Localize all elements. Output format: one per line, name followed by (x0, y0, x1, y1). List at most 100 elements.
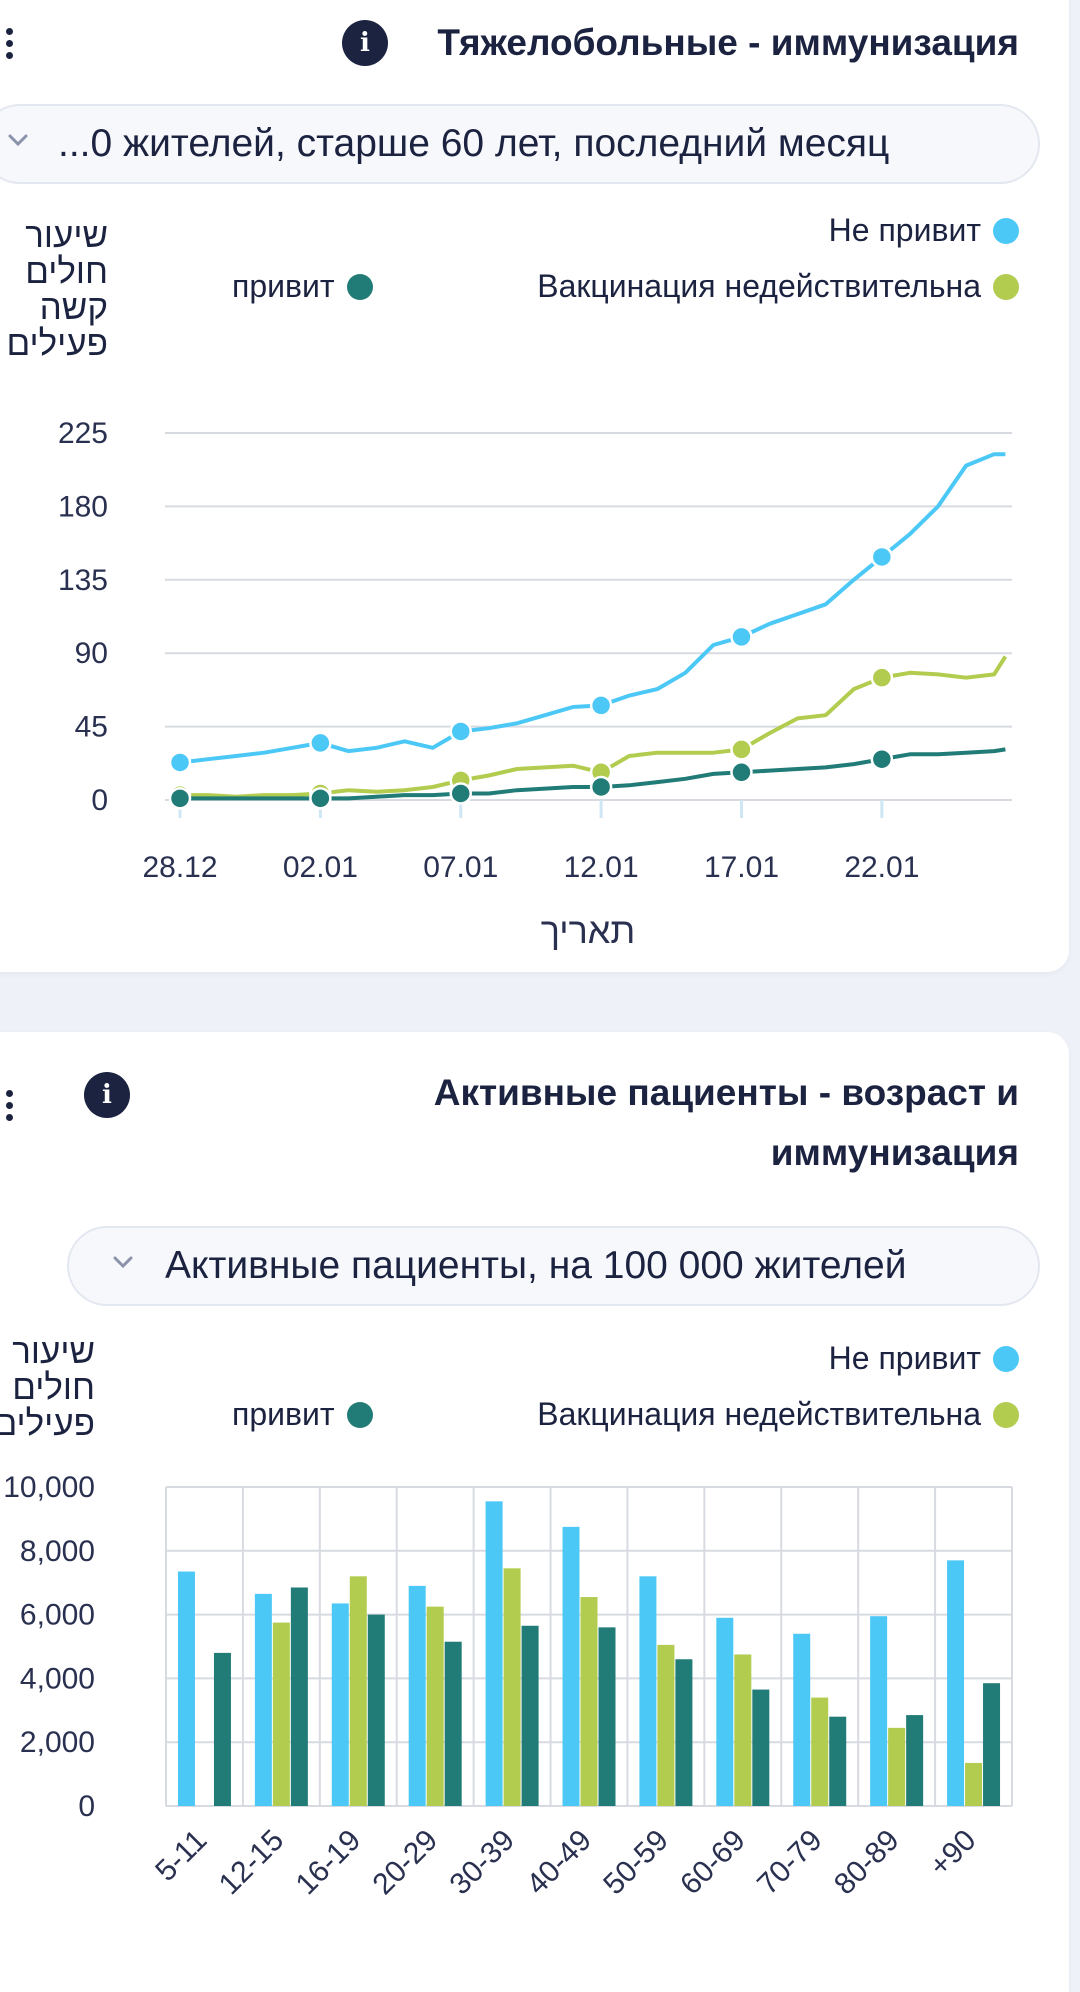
data-point (168, 787, 192, 810)
bar (562, 1526, 580, 1806)
x-tick-label: 50-59 (597, 1824, 675, 1902)
bar (598, 1627, 616, 1806)
bar (734, 1654, 752, 1806)
legend-unvaccinated[interactable]: Не привит (829, 212, 1019, 249)
bar (675, 1659, 693, 1806)
card-title-line2: иммунизация (770, 1132, 1019, 1173)
y-tick-label: 225 (58, 417, 108, 450)
bar (485, 1501, 503, 1806)
legend-label: привит (232, 1396, 335, 1432)
data-point (589, 694, 613, 717)
y-tick-label: 6,000 (20, 1599, 95, 1632)
bar (906, 1715, 924, 1806)
info-icon[interactable]: i (84, 1072, 130, 1118)
legend-expired[interactable]: Вакцинация недействительна (537, 268, 1019, 305)
bar (290, 1587, 308, 1806)
bar (503, 1568, 521, 1806)
legend-dot (993, 273, 1019, 300)
y-tick-label: 90 (75, 637, 108, 670)
x-tick-label: 22.01 (844, 851, 919, 884)
bar (444, 1641, 462, 1806)
data-point (870, 747, 894, 771)
bar (965, 1762, 983, 1806)
chevron-down-icon (113, 1256, 133, 1269)
active-patients-card: i Активные пациенты - возраст и иммуниза… (0, 1032, 1069, 1992)
bar (870, 1616, 888, 1806)
y-axis-label: שיעור חולים פעילים (0, 1332, 95, 1443)
x-tick-label: 60-69 (674, 1824, 752, 1902)
x-tick-label: 12-15 (213, 1824, 291, 1902)
legend-label: Не привит (828, 1340, 981, 1376)
x-tick-label: 07.01 (423, 851, 498, 884)
data-point (730, 761, 753, 784)
bar (254, 1593, 272, 1806)
data-point (168, 751, 192, 774)
bar (177, 1571, 195, 1806)
bar (752, 1689, 770, 1806)
more-options-icon[interactable] (6, 1090, 14, 1121)
filter-dropdown[interactable]: Активные пациенты, на 100 000 жителей (67, 1226, 1040, 1306)
bar (349, 1576, 367, 1806)
bar (331, 1603, 349, 1806)
x-tick-label: 28.12 (142, 851, 217, 884)
legend-dot (993, 1401, 1019, 1428)
filter-dropdown[interactable]: ...0 жителей, старше 60 лет, последний м… (0, 104, 1040, 184)
y-tick-label: 0 (91, 784, 108, 817)
legend-label: привит (232, 268, 335, 304)
bar (272, 1622, 290, 1806)
bar (716, 1617, 734, 1806)
y-tick-label: 10,000 (3, 1471, 95, 1504)
line-chart: 0 45 90 135 180 225 28.12 02.01 07.01 12.01 17.01 2… (58, 417, 1012, 951)
dropdown-value: Активные пациенты, на 100 000 жителей (165, 1244, 907, 1287)
data-point (449, 782, 472, 805)
x-tick-label: 40-49 (520, 1824, 598, 1902)
bar (408, 1585, 426, 1806)
data-point (589, 775, 613, 799)
y-tick-label: 45 (75, 711, 108, 744)
bar (947, 1560, 965, 1806)
bar (521, 1625, 539, 1806)
legend-dot (346, 1401, 373, 1428)
chevron-down-icon (8, 134, 28, 147)
x-tick-label: 02.01 (283, 851, 358, 884)
y-tick-label: 180 (58, 490, 108, 523)
x-axis-label: תאריך (541, 910, 636, 951)
legend-vaccinated[interactable]: привит (232, 1396, 373, 1433)
bar (983, 1683, 1001, 1806)
legend-label: Вакцинация недействительна (537, 268, 981, 304)
data-point (870, 666, 894, 689)
legend-expired[interactable]: Вакцинация недействительна (537, 1396, 1019, 1433)
x-tick-label: +90 (923, 1824, 982, 1883)
bar-chart: 0 2,000 4,000 6,000 8,000 10,000 5-11 12-15 16-1… (3, 1471, 1013, 1902)
x-tick-label: 70-79 (751, 1824, 829, 1902)
x-tick-label: 12.01 (564, 851, 639, 884)
data-point (309, 731, 332, 755)
x-tick-label: 17.01 (704, 851, 779, 884)
more-options-icon[interactable] (6, 28, 14, 59)
bar (639, 1576, 657, 1806)
bar (657, 1644, 675, 1806)
y-tick-label: 4,000 (20, 1662, 95, 1695)
bar (580, 1597, 598, 1806)
bar (426, 1606, 444, 1806)
card-title-line1: Активные пациенты - возраст и (433, 1072, 1019, 1113)
legend-dot (993, 1345, 1019, 1372)
card-title: Тяжелобольные - иммунизация (437, 22, 1019, 63)
data-point (309, 787, 332, 810)
y-tick-label: 8,000 (20, 1535, 95, 1568)
data-point (730, 738, 753, 761)
data-point (730, 625, 753, 649)
info-icon[interactable]: i (342, 20, 388, 66)
bar (793, 1633, 811, 1806)
legend-label: Вакцинация недействительна (537, 1396, 981, 1432)
x-tick-label: 80-89 (828, 1824, 906, 1902)
x-tick-label: 30-39 (443, 1824, 521, 1902)
dropdown-value: ...0 жителей, старше 60 лет, последний м… (58, 122, 890, 165)
legend-vaccinated[interactable]: привит (232, 268, 373, 305)
y-axis-label: שיעור חולים קשה פעילים (6, 216, 108, 363)
x-tick-label: 5-11 (149, 1824, 213, 1888)
bar (811, 1697, 829, 1806)
bar (367, 1614, 385, 1806)
legend-unvaccinated[interactable]: Не привит (829, 1340, 1019, 1377)
bar (213, 1652, 231, 1806)
